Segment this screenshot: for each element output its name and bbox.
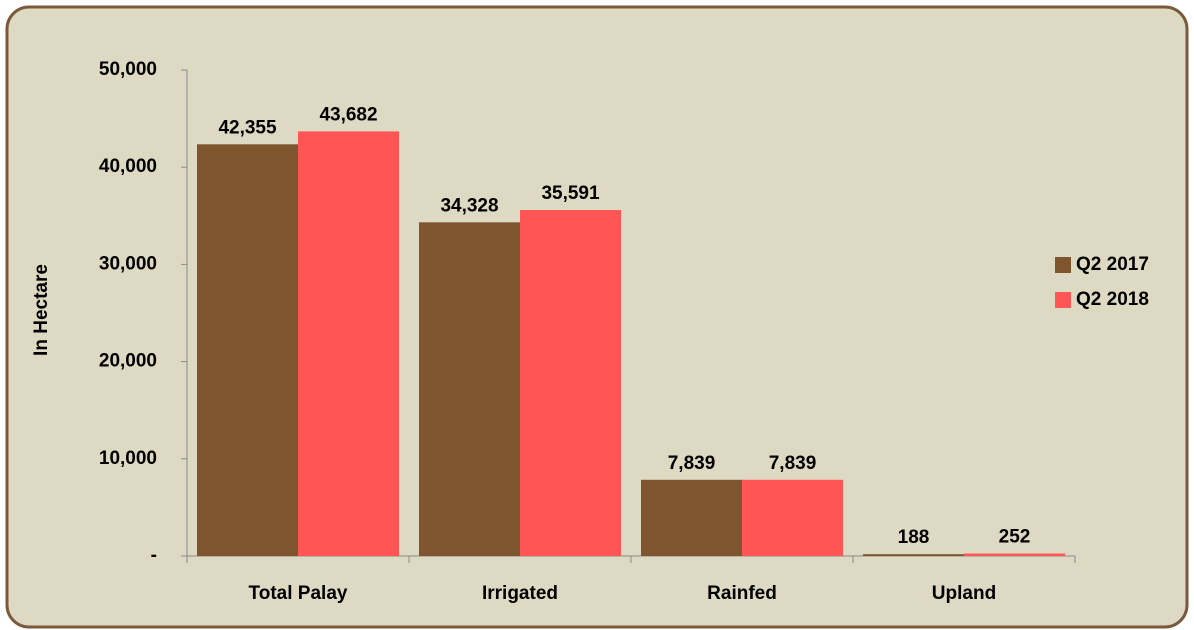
value-label: 43,682 bbox=[319, 104, 377, 125]
y-tick-label: - bbox=[151, 545, 157, 566]
legend-swatch bbox=[1055, 257, 1071, 273]
bar bbox=[742, 479, 843, 556]
bar bbox=[863, 554, 964, 556]
value-label: 34,328 bbox=[440, 195, 498, 216]
y-tick-label: 30,000 bbox=[99, 253, 157, 274]
value-label: 252 bbox=[999, 527, 1031, 548]
bar bbox=[298, 131, 399, 557]
value-label: 188 bbox=[898, 527, 930, 548]
bar bbox=[197, 144, 298, 557]
bar bbox=[964, 553, 1065, 556]
bar bbox=[419, 222, 520, 556]
value-label: 7,839 bbox=[668, 453, 716, 474]
y-axis-label: In Hectare bbox=[31, 264, 52, 356]
legend-swatch bbox=[1055, 292, 1071, 308]
x-tick-label: Total Palay bbox=[249, 583, 348, 604]
value-label: 42,355 bbox=[218, 117, 277, 138]
y-tick-label: 20,000 bbox=[99, 351, 157, 372]
bar bbox=[520, 210, 621, 556]
y-tick-label: 40,000 bbox=[99, 156, 157, 177]
x-tick-label: Upland bbox=[932, 583, 996, 604]
bar bbox=[641, 479, 742, 556]
value-label: 7,839 bbox=[769, 453, 817, 474]
y-tick-label: 10,000 bbox=[99, 448, 157, 469]
x-tick-label: Irrigated bbox=[482, 583, 558, 604]
value-label: 35,591 bbox=[541, 183, 600, 204]
x-tick-label: Rainfed bbox=[707, 583, 777, 604]
legend-label: Q2 2018 bbox=[1076, 289, 1149, 310]
y-tick-label: 50,000 bbox=[99, 59, 157, 80]
legend-label: Q2 2017 bbox=[1076, 254, 1149, 275]
